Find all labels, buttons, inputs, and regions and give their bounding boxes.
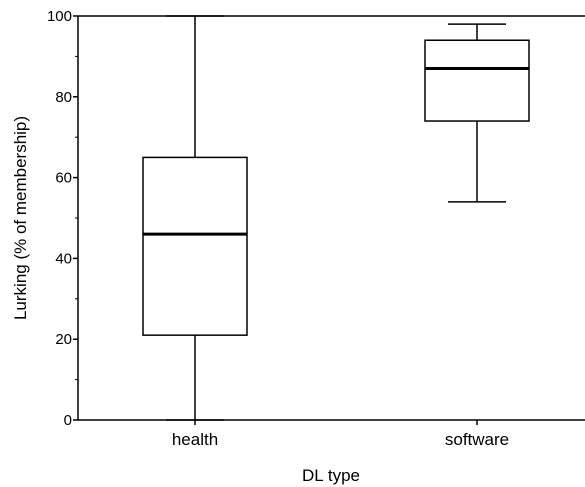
y-tick-label: 40 xyxy=(55,250,72,267)
iqr-box xyxy=(424,39,530,122)
y-axis-title: Lurking (% of membership) xyxy=(11,116,30,320)
boxes xyxy=(142,15,530,421)
x-axis-ticks: health software xyxy=(172,420,509,449)
y-tick-label: 0 xyxy=(64,412,72,429)
y-tick-label: 100 xyxy=(47,8,72,25)
x-tick-label-software: software xyxy=(445,430,509,449)
y-tick-label: 20 xyxy=(55,331,72,348)
box-health xyxy=(142,15,248,421)
x-axis-title: DL type xyxy=(302,466,360,485)
x-tick-label-health: health xyxy=(172,430,218,449)
iqr-box xyxy=(142,156,248,336)
box-software xyxy=(424,23,530,203)
y-axis-ticks: 0 20 40 60 80 100 xyxy=(47,8,78,429)
y-tick-label: 80 xyxy=(55,89,72,106)
y-tick-label: 60 xyxy=(55,170,72,187)
